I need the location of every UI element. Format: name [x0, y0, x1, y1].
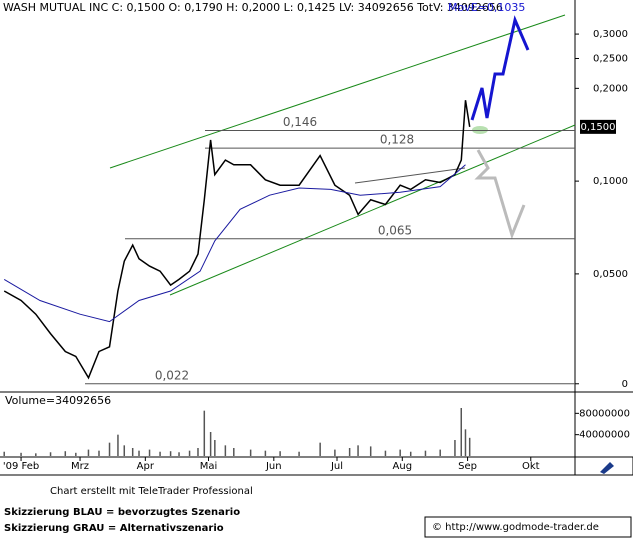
last-price-label: 0,1500 — [581, 122, 616, 133]
moving-average-label: MovE=0,1035 — [448, 1, 525, 14]
tool-icon[interactable] — [600, 462, 614, 474]
level-label: 0,022 — [155, 368, 189, 382]
tool-box[interactable] — [574, 456, 633, 476]
copyright: © http://www.godmode-trader.de — [432, 522, 599, 533]
x-tick-label: Okt — [522, 461, 540, 472]
note: Skizzierung BLAU = bevorzugtes Szenario — [4, 507, 240, 518]
note: Skizzierung GRAU = Alternativszenario — [4, 523, 224, 534]
y-tick-label: 0,0500 — [593, 269, 628, 280]
y-tick-label: 0,1000 — [593, 176, 628, 187]
x-tick-label: Jul — [330, 461, 343, 472]
x-tick-label: Sep — [458, 461, 477, 472]
x-tick-label: '09 Feb — [3, 461, 39, 472]
x-tick-label: Aug — [393, 461, 413, 472]
x-tick-label: Mrz — [71, 461, 89, 472]
y-tick-label: 80000000 — [579, 408, 630, 419]
price-line — [3, 100, 471, 380]
y-tick-label: 0,2500 — [593, 53, 628, 64]
trend-line — [354, 167, 466, 184]
last-price-box — [580, 119, 616, 134]
y-tick-label: 0,3000 — [593, 29, 628, 40]
volume-label: Volume=34092656 — [5, 394, 111, 407]
moving-average — [3, 164, 466, 323]
y-tick-label: 40000000 — [579, 430, 630, 441]
level-label: 0,128 — [380, 133, 414, 147]
x-tick-label: Jun — [265, 461, 282, 472]
y-tick-label: 0 — [622, 379, 628, 390]
level-label: 0,065 — [378, 223, 412, 237]
trend-channel — [169, 124, 576, 296]
blue-scenario — [470, 15, 530, 121]
credit: Chart erstellt mit TeleTrader Profession… — [50, 486, 253, 497]
x-tick-label: Apr — [137, 461, 155, 472]
trend-channel — [109, 14, 566, 169]
level-label: 0,146 — [283, 115, 317, 129]
copyright-box — [424, 516, 632, 538]
y-tick-label: 0,2000 — [593, 83, 628, 94]
x-tick-label: Mai — [200, 461, 218, 472]
header: WASH MUTUAL INC C: 0,1500 O: 0,1790 H: 0… — [3, 1, 503, 14]
grey-scenario — [474, 149, 526, 240]
